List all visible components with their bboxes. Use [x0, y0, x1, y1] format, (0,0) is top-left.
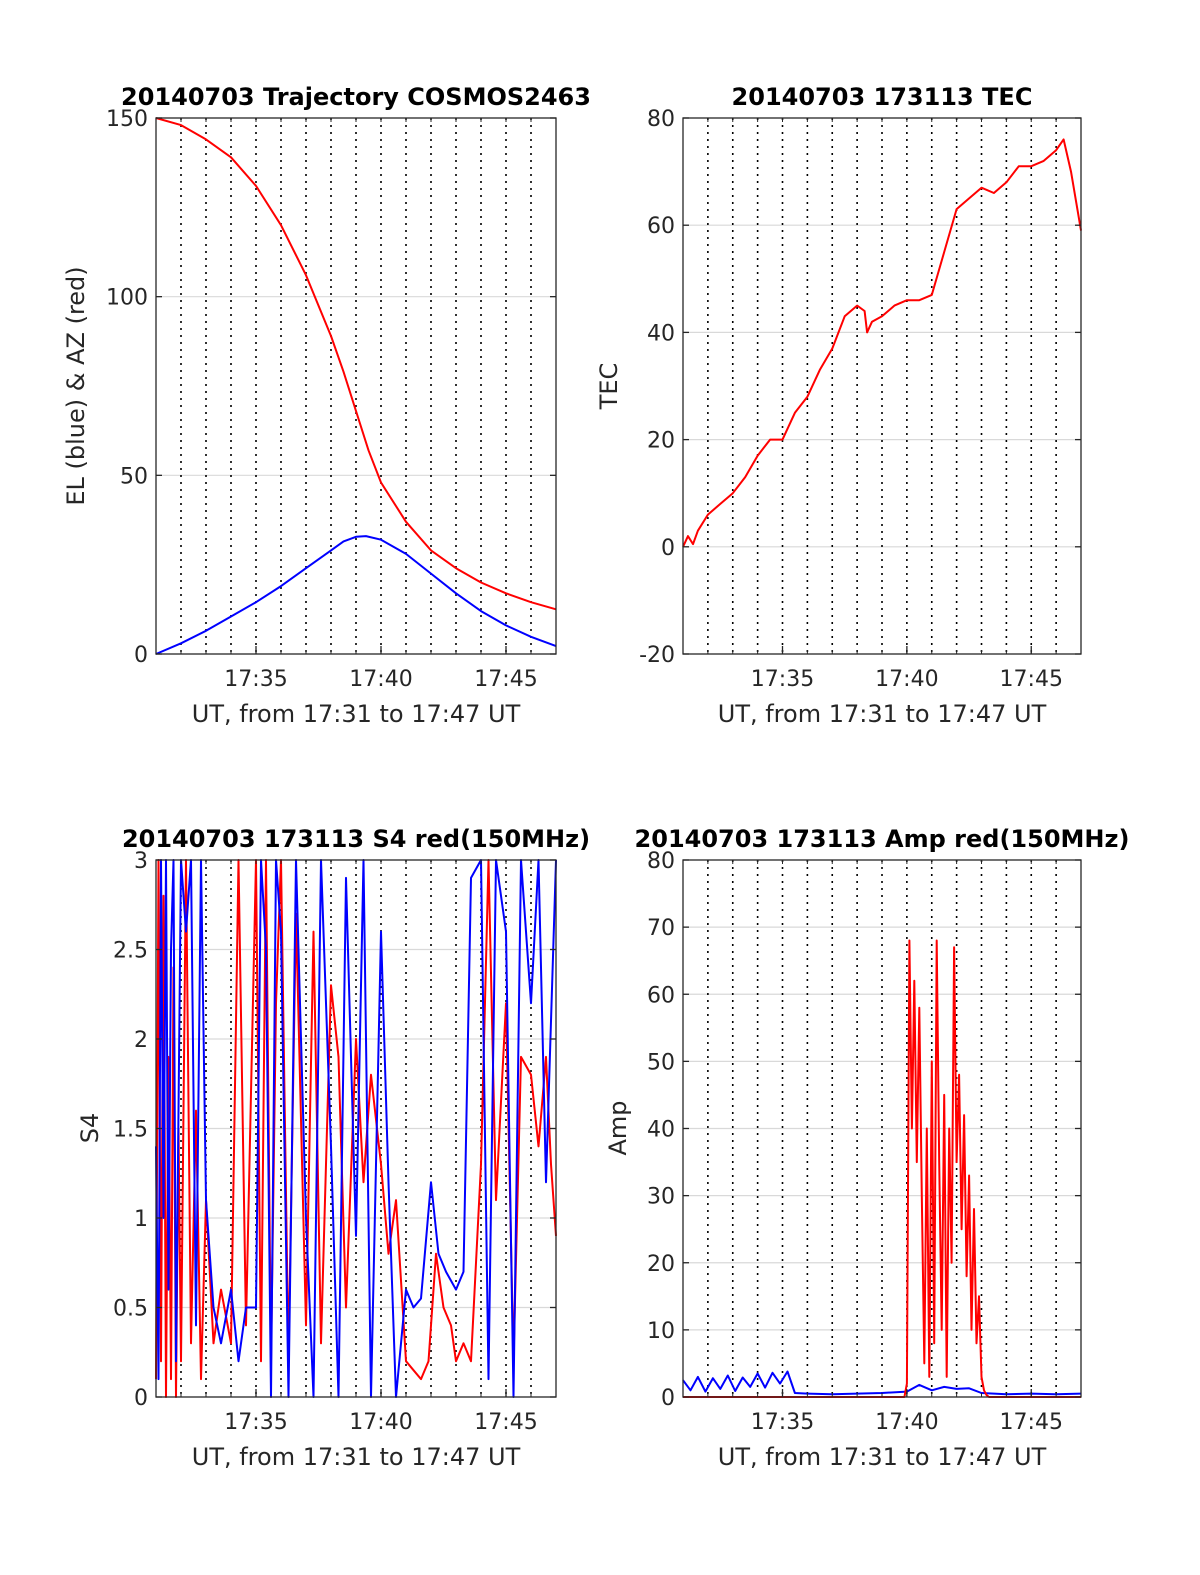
s4-xtick-label: 17:45 — [474, 1410, 537, 1435]
tec-title: 20140703 173113 TEC — [732, 83, 1033, 111]
s4-ytick-label: 3 — [134, 849, 148, 874]
amp-ylabel: Amp — [604, 1100, 632, 1155]
tec-xlabel: UT, from 17:31 to 17:47 UT — [718, 700, 1047, 728]
amp-ytick-label: 70 — [647, 916, 675, 941]
tec-ytick-label: 60 — [647, 214, 675, 239]
s4-ytick-label: 1 — [134, 1207, 148, 1232]
s4-xlabel: UT, from 17:31 to 17:47 UT — [192, 1443, 521, 1471]
trajectory-xlabel: UT, from 17:31 to 17:47 UT — [192, 700, 521, 728]
amp-series-amp_blue — [682, 1370, 1082, 1396]
tec-ytick-label: 20 — [647, 429, 675, 454]
amp-ytick-label: 80 — [647, 849, 675, 874]
amp-chart: 20140703 173113 Amp red(150MHz) UT, from… — [604, 825, 1129, 1471]
tec-ytick-label: 80 — [647, 107, 675, 132]
tec-chart: 20140703 173113 TEC UT, from 17:31 to 17… — [595, 83, 1082, 728]
tec-ytick-label: 0 — [661, 536, 675, 561]
amp-title: 20140703 173113 Amp red(150MHz) — [635, 825, 1130, 853]
trajectory-series-az — [155, 117, 557, 611]
trajectory-ytick-label: 100 — [106, 286, 148, 311]
amp-xtick-label: 17:45 — [1000, 1410, 1063, 1435]
s4-xtick-label: 17:35 — [224, 1410, 287, 1435]
s4-ylabel: S4 — [76, 1113, 104, 1144]
s4-title: 20140703 173113 S4 red(150MHz) — [122, 825, 590, 853]
amp-ytick-label: 20 — [647, 1252, 675, 1277]
tec-xtick-label: 17:35 — [751, 667, 814, 692]
trajectory-chart: 20140703 Trajectory COSMOS2463 UT, from … — [62, 83, 591, 728]
trajectory-ytick-label: 0 — [134, 643, 148, 668]
trajectory-title: 20140703 Trajectory COSMOS2463 — [121, 83, 591, 111]
amp-ytick-label: 50 — [647, 1050, 675, 1075]
s4-xtick-label: 17:40 — [349, 1410, 412, 1435]
trajectory-ytick-label: 150 — [106, 107, 148, 132]
tec-ytick-label: -20 — [639, 643, 675, 668]
tec-ytick-label: 40 — [647, 321, 675, 346]
amp-ytick-label: 60 — [647, 983, 675, 1008]
s4-ytick-label: 0.5 — [113, 1297, 148, 1322]
amp-ytick-label: 10 — [647, 1319, 675, 1344]
amp-series-amp_red — [683, 939, 1081, 1398]
trajectory-ylabel: EL (blue) & AZ (red) — [62, 266, 90, 505]
amp-ytick-label: 0 — [661, 1386, 675, 1411]
tec-ylabel: TEC — [595, 363, 623, 411]
trajectory-xtick-label: 17:40 — [349, 667, 412, 692]
amp-ytick-label: 40 — [647, 1118, 675, 1143]
trajectory-xtick-label: 17:35 — [224, 667, 287, 692]
amp-xtick-label: 17:35 — [751, 1410, 814, 1435]
s4-ytick-label: 1.5 — [113, 1118, 148, 1143]
tec-series-tec — [682, 138, 1082, 548]
s4-ytick-label: 0 — [134, 1386, 148, 1411]
tec-xtick-label: 17:40 — [875, 667, 938, 692]
tec-xtick-label: 17:45 — [1000, 667, 1063, 692]
amp-ytick-label: 30 — [647, 1185, 675, 1210]
s4-ytick-label: 2.5 — [113, 939, 148, 964]
trajectory-xtick-label: 17:45 — [474, 667, 537, 692]
trajectory-series-el — [155, 535, 557, 655]
s4-ytick-label: 2 — [134, 1028, 148, 1053]
trajectory-ytick-label: 50 — [120, 464, 148, 489]
amp-xlabel: UT, from 17:31 to 17:47 UT — [718, 1443, 1047, 1471]
amp-xtick-label: 17:40 — [875, 1410, 938, 1435]
s4-chart: 20140703 173113 S4 red(150MHz) UT, from … — [76, 825, 590, 1471]
